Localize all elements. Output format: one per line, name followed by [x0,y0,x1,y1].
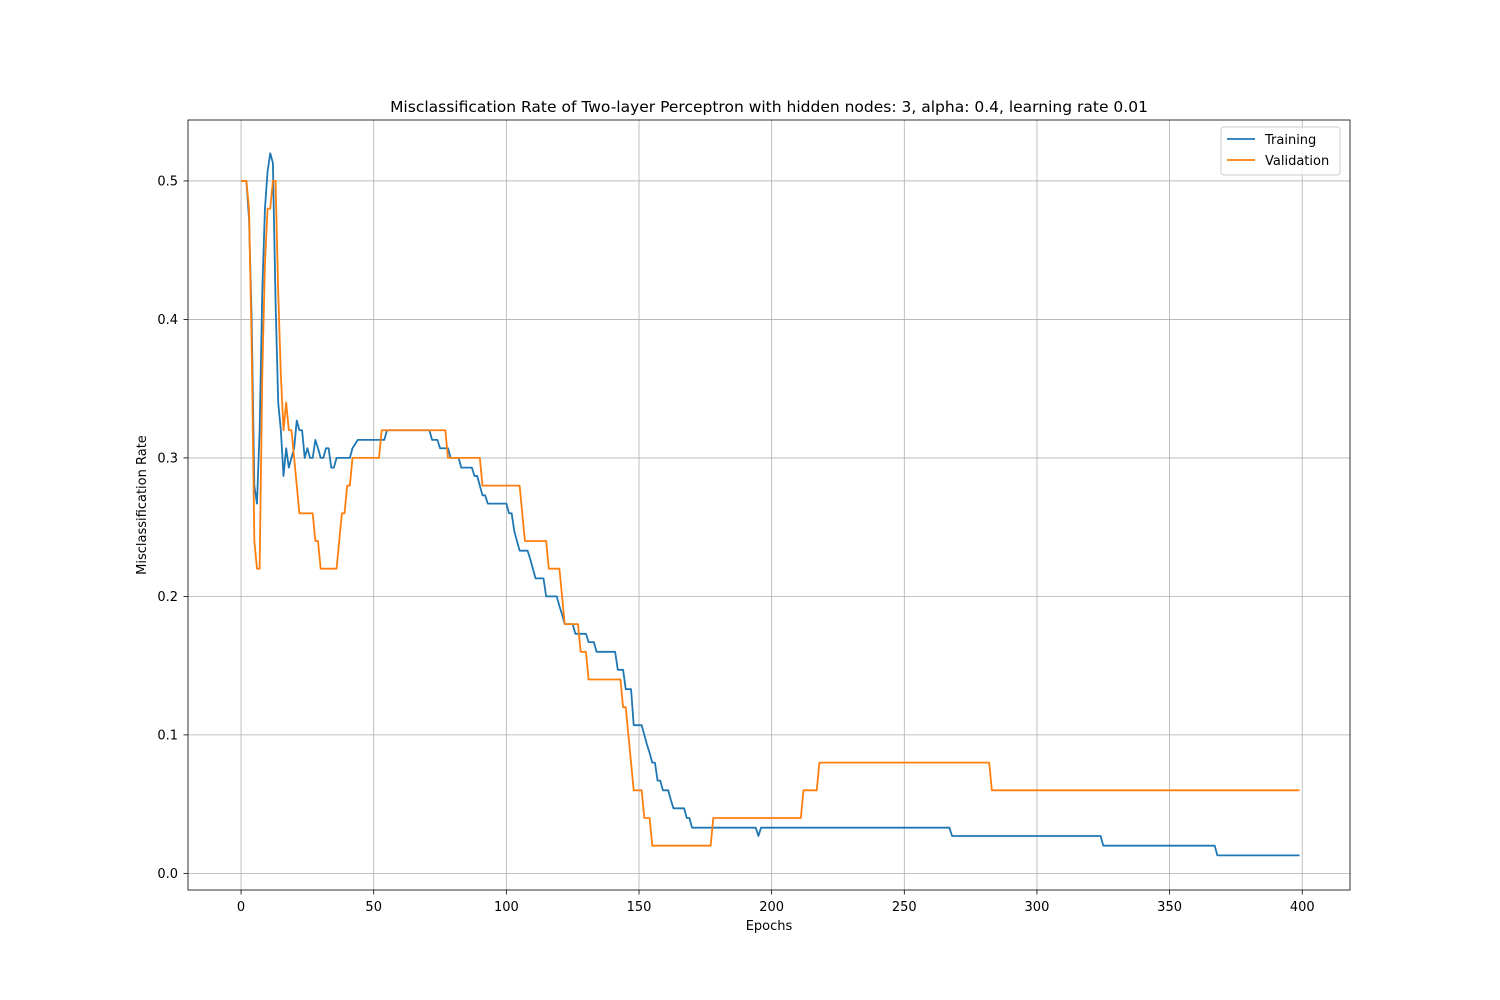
x-axis-label: Epochs [746,919,793,934]
x-tick-label: 300 [1025,900,1050,915]
x-tick-label: 350 [1157,900,1182,915]
series-line-validation [241,180,1300,847]
x-tick-label: 200 [759,900,784,915]
y-tick-label: 0.3 [157,451,178,466]
y-tick-label: 0.2 [157,590,178,605]
y-tick-label: 0.4 [157,313,178,328]
grid [188,120,1350,890]
axis-ticks: 0 50 100 150 200 250 300 350 400 0.0 0.1 0.2 0.3 0.4 0… [157,174,1314,915]
x-tick-label: 400 [1290,900,1315,915]
y-tick-label: 0.5 [157,174,178,189]
y-tick-label: 0.1 [157,728,178,743]
x-tick-label: 150 [627,900,652,915]
y-axis-label: Misclassification Rate [135,435,150,575]
x-tick-label: 0 [237,900,245,915]
x-tick-label: 100 [494,900,519,915]
x-tick-label: 250 [892,900,917,915]
y-tick-label: 0.0 [157,867,178,882]
series-line-training [241,152,1300,857]
x-tick-label: 50 [365,900,382,915]
legend-label-training: Training [1264,133,1316,148]
plot-area-frame [187,119,1351,891]
series-lines [241,152,1300,857]
chart-title: Misclassification Rate of Two-layer Perc… [390,98,1148,116]
legend-label-validation: Validation [1265,154,1329,169]
legend: Training Validation [1220,126,1341,176]
